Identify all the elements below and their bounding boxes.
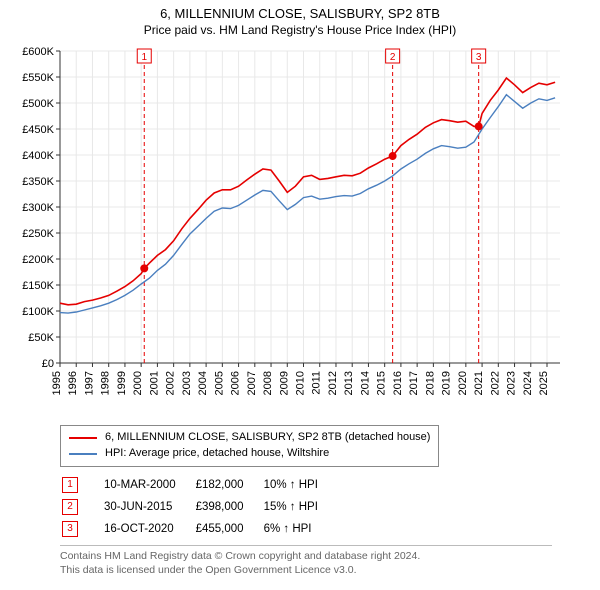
y-tick-label: £300K xyxy=(22,202,54,214)
transaction-row: 2 30-JUN-2015£398,00015% ↑ HPI xyxy=(62,497,336,517)
x-tick-label: 2023 xyxy=(506,371,518,395)
x-tick-label: 2005 xyxy=(213,371,225,395)
y-tick-label: £350K xyxy=(22,176,54,188)
x-tick-label: 1997 xyxy=(83,371,95,395)
x-tick-label: 1995 xyxy=(51,371,63,395)
transaction-row: 3 16-OCT-2020£455,0006% ↑ HPI xyxy=(62,519,336,539)
x-tick-label: 2013 xyxy=(343,371,355,395)
legend-label: HPI: Average price, detached house, Wilt… xyxy=(105,446,329,462)
transaction-price: £455,000 xyxy=(196,519,262,539)
transaction-dot xyxy=(475,122,483,130)
legend-swatch xyxy=(69,437,97,439)
x-tick-label: 2020 xyxy=(457,371,469,395)
x-tick-label: 2003 xyxy=(181,371,193,395)
transaction-dot xyxy=(389,152,397,160)
x-tick-label: 2018 xyxy=(424,371,436,395)
x-tick-label: 2010 xyxy=(295,371,307,395)
y-tick-label: £200K xyxy=(22,254,54,266)
chart-subtitle: Price paid vs. HM Land Registry's House … xyxy=(10,23,590,37)
transaction-date: 30-JUN-2015 xyxy=(104,497,194,517)
transaction-badge: 2 xyxy=(62,499,78,515)
transaction-date: 16-OCT-2020 xyxy=(104,519,194,539)
transaction-delta: 15% ↑ HPI xyxy=(264,497,336,517)
x-tick-label: 2002 xyxy=(165,371,177,395)
y-tick-label: £400K xyxy=(22,150,54,162)
y-tick-label: £150K xyxy=(22,280,54,292)
transaction-badge: 1 xyxy=(62,477,78,493)
x-tick-label: 2025 xyxy=(538,371,550,395)
x-tick-label: 1996 xyxy=(67,371,79,395)
x-tick-label: 2017 xyxy=(408,371,420,395)
x-tick-label: 2006 xyxy=(230,371,242,395)
y-tick-label: £600K xyxy=(22,46,54,58)
legend-row: 6, MILLENNIUM CLOSE, SALISBURY, SP2 8TB … xyxy=(69,430,430,446)
footnote: Contains HM Land Registry data © Crown c… xyxy=(60,545,552,577)
x-tick-label: 2007 xyxy=(246,371,258,395)
legend-label: 6, MILLENNIUM CLOSE, SALISBURY, SP2 8TB … xyxy=(105,430,430,446)
x-tick-label: 2024 xyxy=(522,371,534,395)
x-tick-label: 2008 xyxy=(262,371,274,395)
x-tick-label: 2014 xyxy=(359,371,371,395)
footnote-line-1: Contains HM Land Registry data © Crown c… xyxy=(60,549,552,563)
y-tick-label: £50K xyxy=(28,332,54,344)
y-tick-label: £0 xyxy=(42,358,54,370)
transaction-delta: 10% ↑ HPI xyxy=(264,475,336,495)
legend-swatch xyxy=(69,453,97,455)
x-tick-label: 2012 xyxy=(327,371,339,395)
y-tick-label: £500K xyxy=(22,98,54,110)
transaction-date: 10-MAR-2000 xyxy=(104,475,194,495)
x-tick-label: 1998 xyxy=(100,371,112,395)
transaction-price: £182,000 xyxy=(196,475,262,495)
x-tick-label: 2000 xyxy=(132,371,144,395)
legend: 6, MILLENNIUM CLOSE, SALISBURY, SP2 8TB … xyxy=(60,425,439,467)
transaction-price: £398,000 xyxy=(196,497,262,517)
transaction-delta: 6% ↑ HPI xyxy=(264,519,336,539)
x-tick-label: 2022 xyxy=(489,371,501,395)
x-tick-label: 2015 xyxy=(376,371,388,395)
x-tick-label: 2019 xyxy=(441,371,453,395)
marker-badge-num: 3 xyxy=(476,52,482,63)
x-tick-label: 2016 xyxy=(392,371,404,395)
y-tick-label: £250K xyxy=(22,228,54,240)
x-tick-label: 1999 xyxy=(116,371,128,395)
x-tick-label: 2021 xyxy=(473,371,485,395)
legend-row: HPI: Average price, detached house, Wilt… xyxy=(69,446,430,462)
chart-svg: £0 £50K £100K £150K £200K £250K £300K £350K £400… xyxy=(10,43,590,419)
y-tick-label: £450K xyxy=(22,124,54,136)
marker-badge-num: 2 xyxy=(390,52,396,63)
marker-badge-num: 1 xyxy=(141,52,147,63)
footnote-line-2: This data is licensed under the Open Gov… xyxy=(60,563,552,577)
transaction-dot xyxy=(140,264,148,272)
x-tick-label: 2009 xyxy=(278,371,290,395)
x-tick-label: 2001 xyxy=(148,371,160,395)
y-tick-label: £100K xyxy=(22,306,54,318)
x-tick-label: 2004 xyxy=(197,371,209,395)
transactions-table: 1 10-MAR-2000£182,00010% ↑ HPI 2 30-JUN-201… xyxy=(60,473,338,541)
y-tick-label: £550K xyxy=(22,72,54,84)
chart-area: £0 £50K £100K £150K £200K £250K £300K £350K £400… xyxy=(10,43,590,419)
x-tick-label: 2011 xyxy=(311,371,323,395)
transaction-badge: 3 xyxy=(62,521,78,537)
chart-title: 6, MILLENNIUM CLOSE, SALISBURY, SP2 8TB xyxy=(10,6,590,21)
transaction-row: 1 10-MAR-2000£182,00010% ↑ HPI xyxy=(62,475,336,495)
